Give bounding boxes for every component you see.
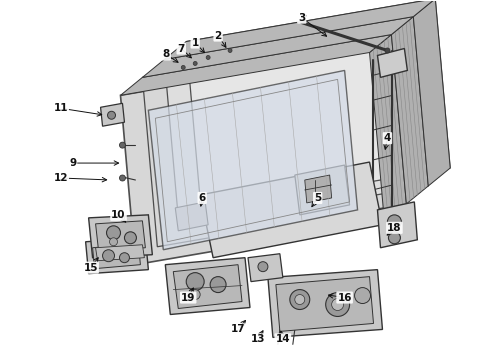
Text: 10: 10 bbox=[111, 210, 126, 220]
Circle shape bbox=[106, 226, 121, 240]
Circle shape bbox=[290, 289, 310, 310]
Text: 5: 5 bbox=[314, 193, 321, 203]
Polygon shape bbox=[369, 35, 406, 222]
Polygon shape bbox=[186, 0, 450, 211]
Circle shape bbox=[332, 298, 343, 310]
Polygon shape bbox=[121, 35, 392, 95]
Text: 15: 15 bbox=[83, 263, 98, 273]
Text: 9: 9 bbox=[69, 158, 76, 168]
Circle shape bbox=[210, 276, 226, 293]
Text: 19: 19 bbox=[181, 293, 196, 302]
Polygon shape bbox=[276, 276, 373, 332]
Polygon shape bbox=[86, 238, 148, 274]
Polygon shape bbox=[100, 103, 124, 126]
Circle shape bbox=[110, 238, 118, 246]
Text: 2: 2 bbox=[215, 31, 222, 41]
Text: 17: 17 bbox=[231, 324, 245, 334]
Circle shape bbox=[124, 232, 136, 244]
Circle shape bbox=[120, 142, 125, 148]
Text: 8: 8 bbox=[163, 49, 170, 59]
Text: 4: 4 bbox=[384, 133, 391, 143]
Circle shape bbox=[295, 294, 305, 305]
Polygon shape bbox=[89, 215, 152, 258]
Circle shape bbox=[388, 215, 401, 229]
Polygon shape bbox=[200, 162, 383, 258]
Polygon shape bbox=[268, 270, 383, 337]
Polygon shape bbox=[377, 49, 407, 77]
Circle shape bbox=[326, 293, 349, 316]
Text: 18: 18 bbox=[387, 223, 402, 233]
Circle shape bbox=[389, 232, 400, 244]
Polygon shape bbox=[248, 254, 283, 282]
Polygon shape bbox=[164, 17, 428, 229]
Polygon shape bbox=[295, 165, 349, 215]
Circle shape bbox=[206, 55, 210, 59]
Polygon shape bbox=[165, 258, 250, 315]
Text: 16: 16 bbox=[337, 293, 352, 302]
Circle shape bbox=[385, 48, 390, 53]
Polygon shape bbox=[392, 17, 428, 204]
Circle shape bbox=[181, 66, 185, 69]
Polygon shape bbox=[305, 175, 332, 203]
Circle shape bbox=[258, 262, 268, 272]
Text: 1: 1 bbox=[192, 37, 199, 48]
Text: 7: 7 bbox=[177, 44, 185, 54]
Polygon shape bbox=[164, 0, 435, 59]
Circle shape bbox=[107, 111, 116, 119]
Polygon shape bbox=[414, 0, 450, 186]
Circle shape bbox=[120, 175, 125, 181]
Polygon shape bbox=[175, 202, 208, 231]
Text: 3: 3 bbox=[298, 13, 305, 23]
Polygon shape bbox=[173, 265, 242, 309]
Circle shape bbox=[355, 288, 370, 303]
Polygon shape bbox=[377, 202, 417, 248]
Polygon shape bbox=[143, 17, 414, 77]
Circle shape bbox=[190, 289, 200, 300]
Text: 6: 6 bbox=[198, 193, 206, 203]
Polygon shape bbox=[148, 71, 358, 250]
Polygon shape bbox=[121, 53, 385, 265]
Text: 11: 11 bbox=[53, 103, 68, 113]
Text: 13: 13 bbox=[251, 334, 265, 345]
Polygon shape bbox=[93, 244, 141, 269]
Circle shape bbox=[102, 250, 115, 262]
Circle shape bbox=[186, 273, 204, 291]
Circle shape bbox=[193, 62, 197, 66]
Polygon shape bbox=[143, 35, 406, 247]
Circle shape bbox=[228, 49, 232, 53]
Text: 12: 12 bbox=[53, 173, 68, 183]
Polygon shape bbox=[96, 245, 145, 261]
Circle shape bbox=[120, 253, 129, 263]
Polygon shape bbox=[96, 221, 146, 251]
Text: 14: 14 bbox=[275, 334, 290, 345]
